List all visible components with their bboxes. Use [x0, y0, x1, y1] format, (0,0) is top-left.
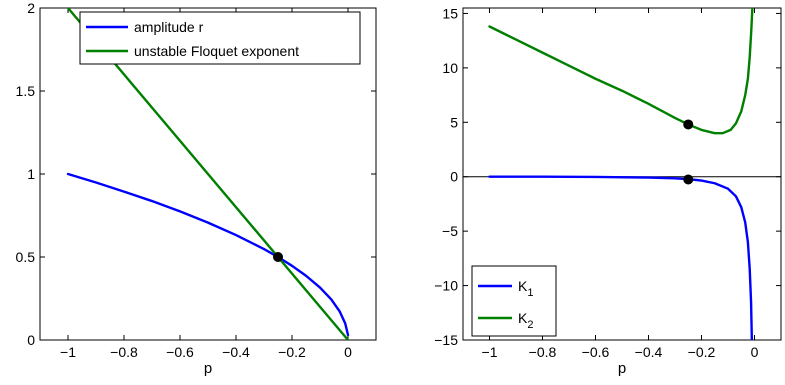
y-tick-label: −15	[434, 332, 458, 348]
x-tick-label: −1	[482, 344, 498, 360]
y-tick-label: 0	[27, 332, 35, 348]
x-axis-label: p	[618, 360, 626, 377]
intersection-marker	[273, 252, 283, 262]
x-tick-label: 0	[344, 344, 352, 360]
y-tick-label: 1	[27, 166, 35, 182]
y-tick-label: 15	[442, 5, 458, 21]
series-line-1	[488, 8, 754, 135]
x-tick-label: −0.6	[582, 344, 610, 360]
legend-label-1: unstable Floquet exponent	[134, 43, 299, 59]
plot-area	[463, 8, 781, 340]
x-tick-label: −0.2	[688, 344, 716, 360]
intersection-marker	[683, 174, 694, 185]
legend-label-0: amplitude r	[134, 19, 204, 35]
legend: amplitude r unstable Floquet exponent	[79, 11, 361, 65]
x-tick-label: −0.6	[166, 344, 194, 360]
x-tick-label: 0	[751, 344, 759, 360]
x-axis-label: p	[204, 360, 212, 377]
x-tick-label: −0.8	[529, 344, 557, 360]
y-tick-label: 5	[450, 114, 458, 130]
right-chart: −1 −0.8 −0.6 −0.4 −0.2 0 −15 −10 −5 0 5 10 15 p K1 K2	[434, 5, 782, 377]
y-tick-label: 10	[442, 60, 458, 76]
y-tick-label: 2	[27, 0, 35, 16]
legend: K1 K2	[471, 265, 557, 337]
y-tick-label: −10	[434, 278, 458, 294]
legend-label-0: K1	[518, 278, 533, 299]
left-chart: −1 −0.8 −0.6 −0.4 −0.2 0 0 0.5 1 1.5 2 p amplitude r…	[16, 0, 377, 377]
x-tick-label: −0.4	[222, 344, 250, 360]
y-tick-label: 0.5	[16, 249, 36, 265]
legend-box	[79, 11, 361, 65]
y-tick-label: 0	[450, 169, 458, 185]
series-line-0	[66, 172, 350, 337]
x-tick-label: −0.2	[278, 344, 306, 360]
x-tick-label: −0.8	[110, 344, 138, 360]
y-tick-label: 1.5	[16, 83, 36, 99]
intersection-marker	[683, 119, 694, 130]
y-tick-label: −5	[442, 223, 458, 239]
x-tick-label: −1	[60, 344, 76, 360]
series-line-0	[488, 175, 754, 340]
x-tick-label: −0.4	[635, 344, 663, 360]
legend-label-1: K2	[518, 310, 533, 331]
legend-box	[471, 265, 557, 337]
